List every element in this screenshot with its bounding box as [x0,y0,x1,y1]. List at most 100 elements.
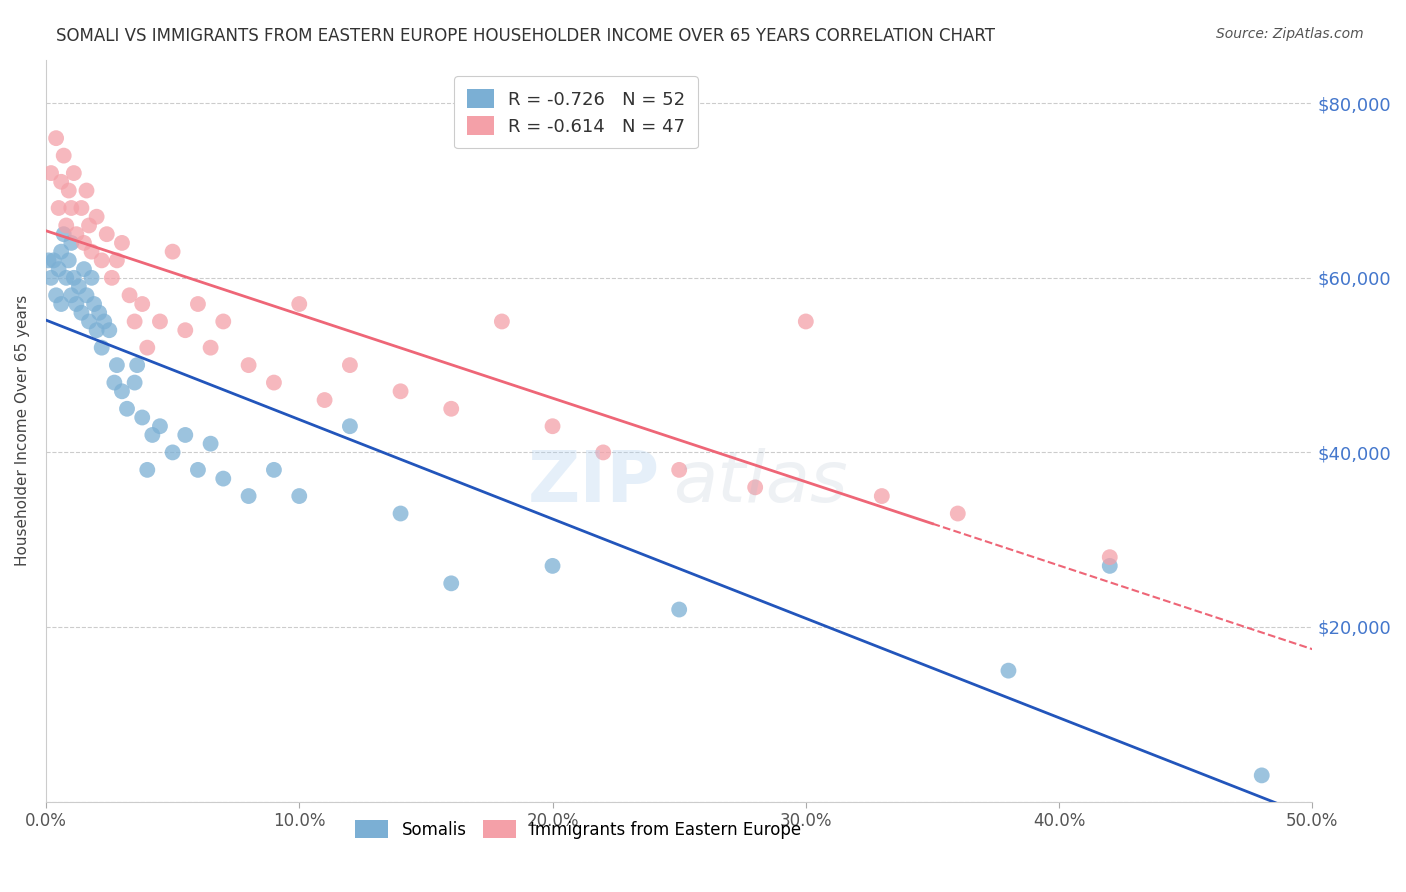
Point [1250,768,1272,782]
Point [339,358,361,372]
Point [60,288,83,302]
Point [51,175,73,189]
Point [51,297,73,311]
Point [288,489,311,503]
Point [52,148,75,162]
Point [103,376,125,390]
Point [389,384,412,399]
Point [744,480,766,494]
Point [440,576,463,591]
Point [592,445,614,459]
Point [946,507,969,521]
Point [174,428,197,442]
Point [60,201,83,215]
Point [136,341,159,355]
Point [51,244,73,259]
Point [83,297,105,311]
Point [73,262,96,277]
Point [67,279,90,293]
Point [1098,558,1121,573]
Point [55,219,77,233]
Point [288,297,311,311]
Point [541,558,564,573]
Point [389,507,412,521]
Point [115,401,138,416]
Point [111,235,134,250]
Point [141,428,163,442]
Point [90,253,112,268]
Point [77,314,100,328]
Point [997,664,1019,678]
Point [80,270,103,285]
Point [90,341,112,355]
Text: SOMALI VS IMMIGRANTS FROM EASTERN EUROPE HOUSEHOLDER INCOME OVER 65 YEARS CORREL: SOMALI VS IMMIGRANTS FROM EASTERN EUROPE… [56,27,995,45]
Text: atlas: atlas [673,448,848,517]
Legend: Somalis, Immigrants from Eastern Europe: Somalis, Immigrants from Eastern Europe [349,814,807,846]
Point [42,253,65,268]
Point [96,227,118,242]
Point [870,489,893,503]
Point [63,166,86,180]
Point [45,288,67,302]
Text: ZIP: ZIP [527,448,661,517]
Point [212,314,235,328]
Point [37,253,59,268]
Point [70,201,93,215]
Point [131,410,153,425]
Point [124,376,146,390]
Point [149,419,172,434]
Point [101,270,124,285]
Point [339,419,361,434]
Text: Source: ZipAtlas.com: Source: ZipAtlas.com [1216,27,1364,41]
Point [118,288,141,302]
Point [200,341,222,355]
Point [39,270,62,285]
Point [58,253,80,268]
Point [58,184,80,198]
Point [124,314,146,328]
Point [98,323,121,337]
Point [60,235,83,250]
Point [77,219,100,233]
Point [80,244,103,259]
Point [136,463,159,477]
Point [263,463,285,477]
Point [238,358,260,372]
Point [65,227,87,242]
Point [149,314,172,328]
Point [200,436,222,450]
Point [73,235,96,250]
Point [668,463,690,477]
Point [48,262,70,277]
Point [45,131,67,145]
Point [93,314,115,328]
Point [127,358,149,372]
Point [162,445,184,459]
Point [89,306,111,320]
Point [63,270,86,285]
Point [162,244,184,259]
Point [76,288,98,302]
Point [491,314,513,328]
Point [39,166,62,180]
Point [238,489,260,503]
Point [111,384,134,399]
Point [65,297,87,311]
Point [55,270,77,285]
Point [48,201,70,215]
Point [76,184,98,198]
Point [174,323,197,337]
Point [105,253,128,268]
Point [668,602,690,616]
Point [187,297,209,311]
Point [1098,550,1121,565]
Point [70,306,93,320]
Point [314,392,336,407]
Point [52,227,75,242]
Point [440,401,463,416]
Point [131,297,153,311]
Point [212,472,235,486]
Point [263,376,285,390]
Point [794,314,817,328]
Point [86,323,108,337]
